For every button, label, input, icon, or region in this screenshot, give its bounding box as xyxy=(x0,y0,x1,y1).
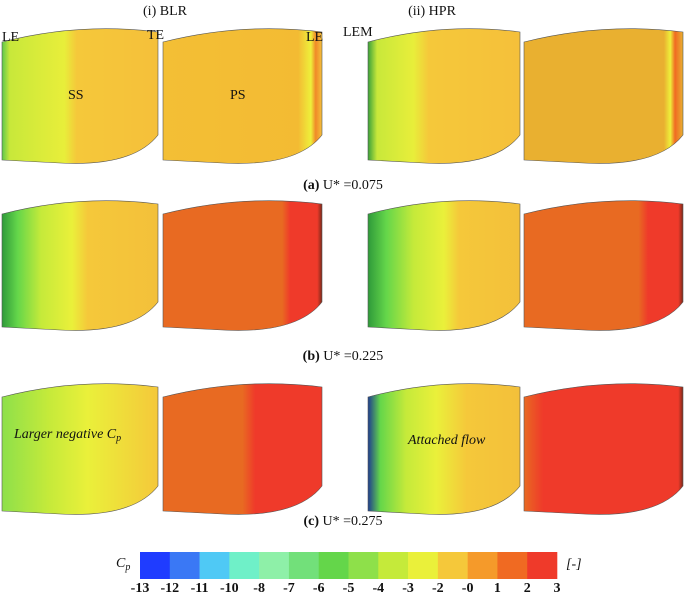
note-text: Larger negative C xyxy=(13,427,117,442)
colorbar-cell xyxy=(378,552,409,579)
colorbar-label: 1 xyxy=(494,581,501,595)
annotation: SS xyxy=(68,88,84,103)
note: Larger negative Cp xyxy=(13,427,121,444)
note: Attached flow xyxy=(407,433,486,448)
colorbar-label: -0 xyxy=(462,581,474,595)
blade-surface xyxy=(367,200,521,331)
column-title: (i) BLR xyxy=(143,4,188,19)
blade-surface xyxy=(523,200,684,331)
colorbar-label: -13 xyxy=(131,581,150,595)
colorbar-label: -2 xyxy=(432,581,444,595)
blade-surface xyxy=(1,383,159,515)
blade-surface xyxy=(367,28,521,164)
colorbar-label: -7 xyxy=(283,581,295,595)
colorbar-unit: [-] xyxy=(566,557,582,572)
panel-text: U* =0.075 xyxy=(323,178,383,193)
column-title: (ii) HPR xyxy=(408,4,457,19)
colorbar-label: 3 xyxy=(554,581,561,595)
panel-caption: (a) U* =0.075 xyxy=(303,178,383,193)
panel-label: (b) xyxy=(303,349,320,364)
note-sub: p xyxy=(115,433,121,444)
blade-surface xyxy=(523,383,684,515)
blade-surface xyxy=(1,200,159,331)
colorbar: -13 -12 -11 -10 -8 -7 -6 -5 -4 -3 -2 -0 1 2 3 xyxy=(131,552,561,596)
colorbar-symbol-sub: p xyxy=(124,562,130,573)
blade-surface xyxy=(162,28,323,164)
panel-label: (c) xyxy=(303,514,319,529)
colorbar-cell xyxy=(199,552,230,579)
colorbar-label: -12 xyxy=(160,581,179,595)
blade-surface xyxy=(162,383,323,515)
colorbar-label: -4 xyxy=(372,581,384,595)
colorbar-label: -6 xyxy=(313,581,325,595)
colorbar-cell xyxy=(318,552,349,579)
blade-surface xyxy=(523,28,684,164)
panel-text: U* =0.225 xyxy=(323,349,383,364)
colorbar-label: -8 xyxy=(253,581,265,595)
blade-surface xyxy=(367,383,521,515)
colorbar-label: 2 xyxy=(524,581,531,595)
blade-panels xyxy=(1,28,684,515)
blade-surface xyxy=(162,200,323,331)
colorbar-symbol: Cp xyxy=(116,556,130,573)
colorbar-cell xyxy=(497,552,528,579)
annotation: LE xyxy=(306,30,323,45)
annotation: LE xyxy=(2,30,19,45)
colorbar-label: -3 xyxy=(402,581,414,595)
colorbar-label: -11 xyxy=(191,581,209,595)
colorbar-cell xyxy=(169,552,200,579)
colorbar-cell xyxy=(348,552,379,579)
colorbar-cell xyxy=(259,552,290,579)
colorbar-cell xyxy=(467,552,498,579)
colorbar-cell xyxy=(140,552,171,579)
panel-label: (a) xyxy=(303,178,320,193)
colorbar-symbol-main: C xyxy=(116,556,126,571)
panel-caption: (b) U* =0.225 xyxy=(303,349,384,364)
annotation: TE xyxy=(147,28,164,43)
colorbar-cell xyxy=(527,552,558,579)
colorbar-label: -10 xyxy=(220,581,239,595)
colorbar-cell xyxy=(437,552,468,579)
annotation: PS xyxy=(230,88,246,103)
panel-caption: (c) U* =0.275 xyxy=(303,514,382,529)
colorbar-label: -5 xyxy=(343,581,355,595)
colorbar-cell xyxy=(229,552,260,579)
colorbar-cell xyxy=(408,552,439,579)
blade-surface xyxy=(1,28,159,164)
colorbar-cell xyxy=(288,552,320,579)
panel-text: U* =0.275 xyxy=(323,514,383,529)
annotation: LEM xyxy=(343,25,373,40)
